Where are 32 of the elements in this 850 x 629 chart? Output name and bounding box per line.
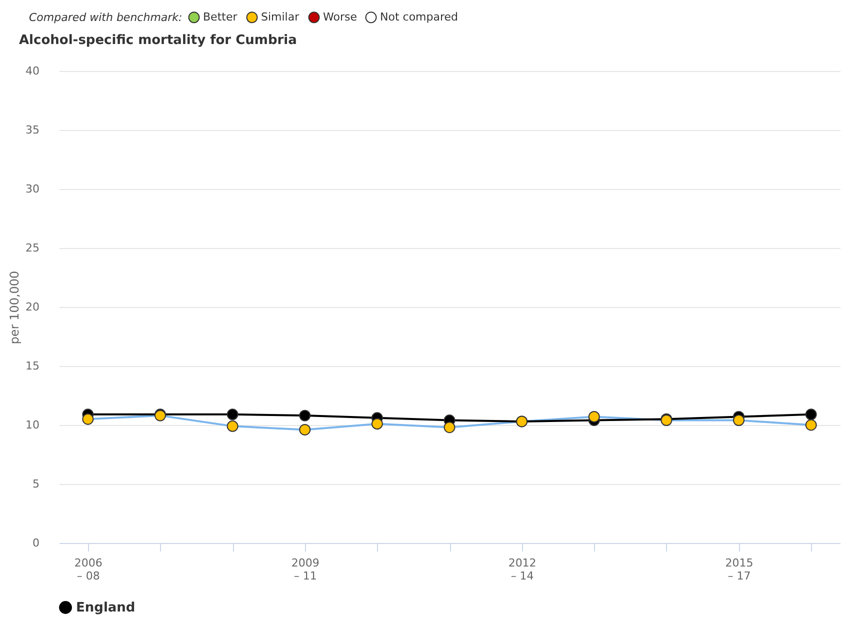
legend-label: England: [76, 600, 136, 616]
legend-label: Not compared: [380, 10, 458, 24]
x-tick-label: 2009 – 11: [291, 556, 320, 582]
y-tick-label: 35: [26, 124, 40, 136]
point: [733, 414, 745, 426]
point: [226, 408, 238, 420]
y-tick-label: 30: [26, 182, 40, 196]
point: [588, 411, 600, 422]
y-tick-label: 15: [26, 360, 40, 372]
point: [82, 413, 94, 425]
point: [299, 410, 311, 422]
y-tick-label: 0: [32, 536, 40, 550]
legend-title: Compared with benchmark:: [29, 11, 182, 24]
legend-label: Better: [203, 10, 238, 24]
legend-label: Similar: [261, 10, 300, 24]
y-tick-label: 10: [26, 418, 40, 432]
x-tick-label: 2006 – 08: [74, 556, 102, 582]
point: [805, 419, 817, 431]
point: [444, 422, 456, 434]
y-tick-label: 20: [26, 300, 40, 314]
point: [226, 420, 238, 432]
point: [805, 408, 817, 420]
point: [299, 424, 311, 436]
point: [371, 418, 383, 430]
y-tick-label: 40: [26, 64, 40, 78]
y-axis-title: per 100,000: [8, 270, 22, 344]
legend-label: Worse: [323, 10, 358, 24]
x-tick-label: 2012 – 14: [508, 556, 536, 582]
x-tick-label: 2015 – 17: [725, 556, 754, 582]
y-tick-label: 25: [26, 242, 40, 254]
chart-title: Alcohol-specific mortality for Cumbria: [19, 33, 297, 48]
y-tick-label: 5: [32, 478, 40, 490]
